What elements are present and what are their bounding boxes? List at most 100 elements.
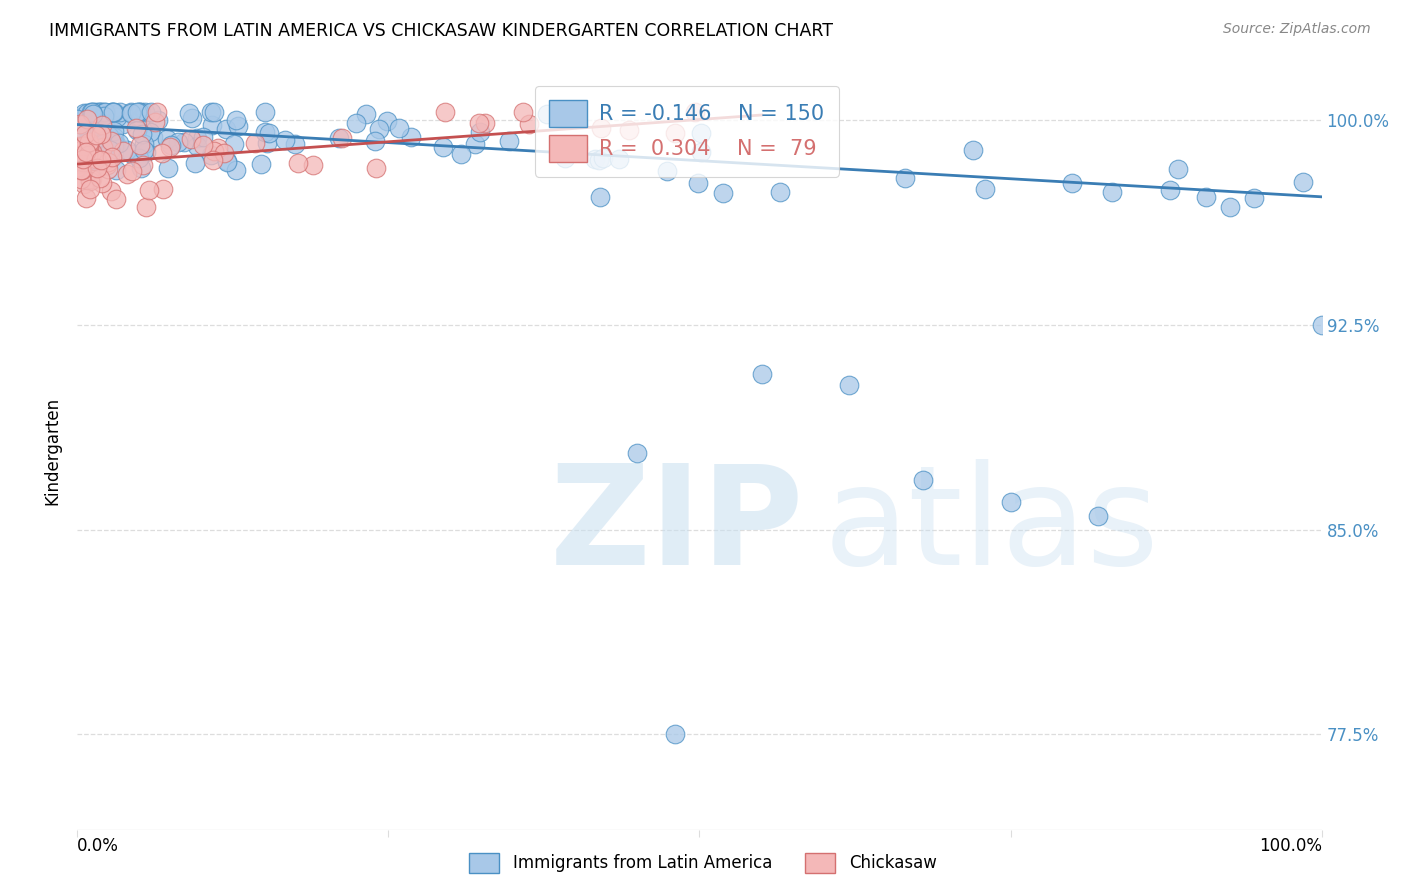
Point xyxy=(82,105,104,120)
Point xyxy=(1195,189,1218,203)
Point xyxy=(72,177,94,191)
Point xyxy=(103,136,125,150)
Point xyxy=(77,123,100,137)
Point xyxy=(536,107,558,121)
Point xyxy=(167,136,190,150)
Point xyxy=(143,114,166,128)
Point xyxy=(567,141,589,155)
Point xyxy=(89,171,111,186)
Point xyxy=(67,156,90,170)
Point xyxy=(912,474,935,488)
Point xyxy=(1087,508,1109,523)
Text: 100.0%: 100.0% xyxy=(1258,837,1322,855)
Point xyxy=(79,174,101,188)
Point xyxy=(101,105,124,120)
Point xyxy=(69,117,91,131)
Point xyxy=(120,105,142,120)
Point xyxy=(690,127,713,141)
Point xyxy=(655,163,678,178)
Point xyxy=(685,105,707,120)
Point xyxy=(76,106,98,120)
Point xyxy=(215,154,238,169)
Point xyxy=(100,185,122,199)
Point xyxy=(474,116,496,130)
Point xyxy=(344,115,367,129)
Point xyxy=(184,156,207,170)
Point xyxy=(364,161,387,175)
Point xyxy=(103,130,125,145)
Point xyxy=(75,191,97,205)
Point xyxy=(75,127,97,141)
Point xyxy=(156,132,179,146)
Point xyxy=(464,136,486,151)
Point xyxy=(1292,175,1315,189)
Point xyxy=(245,136,267,151)
Point xyxy=(72,146,94,161)
Point xyxy=(686,176,709,190)
Point xyxy=(75,145,97,159)
Point xyxy=(330,131,353,145)
Point xyxy=(617,123,640,137)
Point xyxy=(200,105,222,120)
Point xyxy=(125,120,148,135)
Point xyxy=(91,176,114,190)
Point xyxy=(1060,176,1083,190)
Point xyxy=(131,158,153,172)
Point xyxy=(328,131,350,145)
Point xyxy=(72,163,94,178)
Point xyxy=(173,135,195,149)
Point xyxy=(1167,162,1189,177)
Point xyxy=(94,105,117,120)
Point xyxy=(450,147,472,161)
Point xyxy=(152,146,174,161)
Point xyxy=(91,155,114,169)
Point xyxy=(201,119,224,133)
Point xyxy=(93,133,115,147)
Point xyxy=(98,143,121,157)
Point xyxy=(207,141,229,155)
Point xyxy=(66,160,89,174)
Point xyxy=(142,130,165,145)
Point xyxy=(375,114,398,128)
Point xyxy=(689,145,711,159)
Point xyxy=(159,140,181,154)
Point xyxy=(180,132,202,146)
Point xyxy=(302,158,325,172)
Point xyxy=(94,132,117,146)
Point xyxy=(225,112,247,127)
Point xyxy=(838,378,860,392)
Point xyxy=(554,151,576,165)
Point xyxy=(217,154,239,169)
Point xyxy=(76,112,98,127)
Point xyxy=(69,139,91,153)
Point xyxy=(1243,191,1265,205)
Point xyxy=(80,105,103,120)
Point xyxy=(224,137,246,152)
Point xyxy=(69,157,91,171)
Point xyxy=(589,190,612,204)
Point xyxy=(70,126,93,140)
Point xyxy=(186,131,208,145)
Point xyxy=(103,105,125,120)
Point xyxy=(284,137,307,152)
Point xyxy=(128,105,150,120)
Point xyxy=(72,142,94,156)
Point xyxy=(128,152,150,166)
Point xyxy=(93,105,115,120)
Point xyxy=(664,727,686,741)
Point xyxy=(105,163,128,178)
Point xyxy=(433,105,456,120)
Point xyxy=(84,105,107,120)
Point xyxy=(111,117,134,131)
Point xyxy=(84,159,107,173)
Point xyxy=(93,136,115,150)
Point xyxy=(626,446,648,460)
Point xyxy=(592,151,614,165)
Point xyxy=(769,185,792,199)
Point xyxy=(80,145,103,159)
Point xyxy=(82,119,104,133)
Point xyxy=(101,105,124,120)
Point xyxy=(254,125,277,139)
Point xyxy=(69,110,91,124)
Point xyxy=(588,153,610,167)
